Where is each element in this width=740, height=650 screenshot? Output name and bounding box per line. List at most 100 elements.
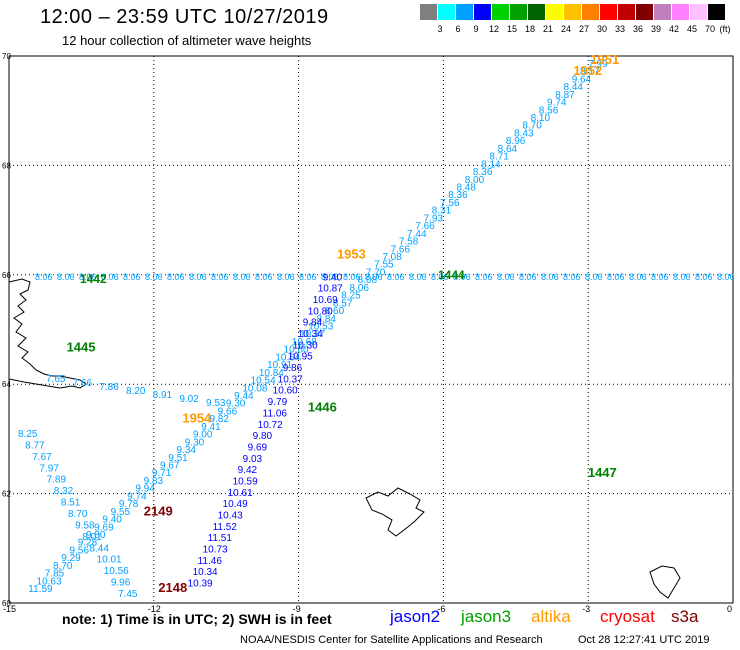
shetland-coastline	[649, 565, 681, 599]
pass-time-label: 2149	[144, 503, 173, 518]
wave-height-label: 10.87	[318, 284, 343, 295]
east-west-track-label: 8.06	[387, 272, 405, 282]
legend-label: 12	[488, 24, 499, 34]
legend-swatch	[636, 4, 653, 20]
wave-height-label: 10.39	[188, 579, 213, 590]
east-west-track-label: 8.06	[211, 272, 229, 282]
wave-height-label: 7.56	[440, 198, 460, 209]
wave-height-label: 11.06	[263, 408, 288, 419]
wave-height-label: 8.64	[498, 144, 518, 155]
legend-swatch	[528, 4, 545, 20]
wave-height-label: 8.17	[580, 67, 600, 78]
wave-height-label: 9.86	[283, 363, 303, 374]
wave-height-label: 10.01	[97, 555, 122, 566]
legend-label: 42	[668, 24, 679, 34]
color-scale-legend: 3 6 9 12 15 18 21 24 27 30 33 36 39 42 45 70 (ft)	[420, 4, 731, 36]
wave-height-label: 9.41	[201, 422, 221, 433]
map-subtitle: 12 hour collection of altimeter wave hei…	[62, 33, 312, 48]
legend-swatch	[600, 4, 617, 20]
wave-height-label: 9.67	[160, 461, 180, 472]
wave-height-label: 8.20	[126, 386, 146, 397]
wave-height-label: 8.87	[555, 90, 575, 101]
wave-height-label: 7.67	[32, 452, 52, 463]
wave-height-label: 10.49	[223, 499, 248, 510]
legend-label: 9	[473, 24, 479, 34]
pass-time-label: 1442	[80, 272, 107, 286]
wave-height-label: 9.78	[119, 499, 139, 510]
wave-height-label: 8.57	[333, 298, 353, 309]
legend-label: 18	[524, 24, 535, 34]
wave-height-label: 8.60	[325, 306, 345, 317]
wave-height-label: 9.80	[253, 431, 273, 442]
wave-height-label: 8.25	[18, 429, 38, 440]
east-west-track-label: 8.06	[431, 272, 449, 282]
east-west-track-label: 8.06	[35, 272, 53, 282]
wave-height-label: 7.66	[73, 378, 93, 389]
wave-height-label: 8.70	[68, 509, 88, 520]
legend-swatch	[654, 4, 671, 20]
wave-height-label: 8.84	[316, 314, 336, 325]
wave-height-label: 9.64	[572, 74, 592, 85]
wave-height-label: 10.80	[308, 306, 333, 317]
wave-height-label: 7.65	[46, 374, 66, 385]
wave-height-label: 10.43	[218, 511, 243, 522]
east-west-track-label: 8.06	[365, 272, 383, 282]
east-west-track-label: 8.06	[233, 272, 251, 282]
wave-height-label: 9.66	[218, 406, 238, 417]
wave-height-label: 9.44	[234, 391, 254, 402]
wave-height-label: 8.08	[358, 275, 378, 286]
wave-height-label: 10.54	[251, 376, 276, 387]
pass-time-label: 1447	[588, 465, 617, 480]
legend-swatch	[510, 4, 527, 20]
wave-height-label: 8.14	[481, 159, 501, 170]
wave-height-label: 7.99	[588, 59, 608, 70]
wave-height-label: 9.28	[78, 538, 98, 549]
legend-swatch	[438, 4, 455, 20]
east-west-track-label: 8.06	[343, 272, 361, 282]
legend-label: 24	[560, 24, 571, 34]
legend-swatch	[492, 4, 509, 20]
wave-height-label: 9.42	[238, 465, 258, 476]
wave-height-label: 9.69	[94, 522, 114, 533]
legend-label: 33	[614, 24, 625, 34]
wave-height-label: 8.43	[514, 128, 534, 139]
east-west-track-label: 8.06	[167, 272, 185, 282]
wave-height-label: 10.68	[292, 337, 317, 348]
east-west-track-label: 8.06	[629, 272, 647, 282]
wave-height-label: 8.31	[432, 206, 452, 217]
pass-time-label: 1951	[590, 52, 619, 67]
x-tick-label: 0	[727, 604, 732, 614]
wave-height-label: 8.06	[349, 283, 369, 294]
wave-height-label: 10.59	[233, 476, 258, 487]
wave-height-label: 10.95	[288, 352, 313, 363]
wave-height-label: 10.30	[293, 340, 318, 351]
wave-height-label: 10.37	[278, 374, 303, 385]
pass-time-label: 1445	[67, 339, 96, 354]
legend-swatch	[456, 4, 473, 20]
wave-height-label: 7.66	[415, 221, 435, 232]
legend-label: 39	[650, 24, 661, 34]
east-west-track-label: 8.06	[519, 272, 537, 282]
y-tick-label: 64	[2, 380, 11, 389]
pass-time-label: 1953	[337, 246, 366, 261]
wave-height-label: 10.53	[308, 322, 333, 333]
legend-swatch	[420, 4, 437, 20]
wave-height-label: 7.70	[366, 267, 386, 278]
wave-height-label: 9.74	[127, 491, 147, 502]
wave-height-label: 8.10	[531, 113, 551, 124]
legend-label: 15	[506, 24, 517, 34]
wave-height-label: 10.91	[267, 360, 292, 371]
wave-height-label: 10.80	[284, 345, 309, 356]
y-tick-label: 68	[2, 161, 11, 170]
legend-label: 45	[686, 24, 697, 34]
wave-height-label: 10.72	[258, 420, 283, 431]
footer-note: note: 1) Time is in UTC; 2) SWH is in fe…	[62, 611, 332, 627]
sat-label-cryosat: cryosat	[600, 607, 655, 626]
east-west-track-label: 8.06	[673, 272, 691, 282]
wave-height-label: 9.96	[111, 578, 131, 589]
wave-height-label: 10.73	[203, 545, 228, 556]
sat-label-jason2: jason2	[390, 607, 441, 626]
wave-height-label: 7.44	[407, 229, 427, 240]
wave-height-label: 7.85	[45, 569, 65, 580]
